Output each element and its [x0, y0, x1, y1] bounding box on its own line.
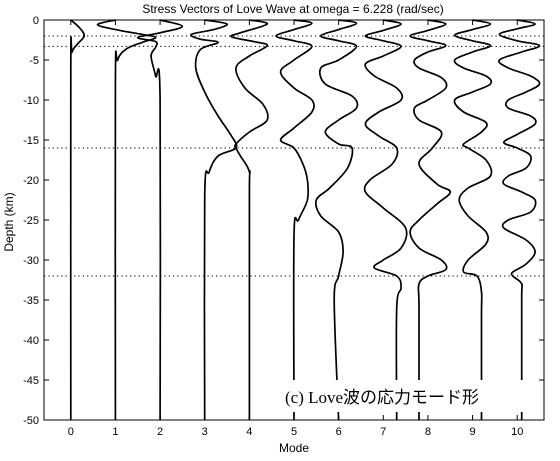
x-tick-label: 1: [112, 426, 118, 438]
x-tick-label: 2: [157, 426, 163, 438]
y-axis-label: Depth (km): [2, 192, 16, 251]
y-tick-label: -35: [23, 295, 39, 307]
x-tick-label: 5: [291, 426, 297, 438]
y-tick-label: 0: [33, 15, 39, 27]
mode-10-curve: [498, 19, 541, 420]
y-tick-label: -20: [23, 175, 39, 187]
mode-0-curve: [69, 19, 86, 421]
mode-3-curve: [190, 19, 238, 421]
mode-7-curve: [363, 19, 408, 421]
annotation-text: (c) Love波の応力モード形: [285, 388, 479, 407]
mode-curves: [69, 19, 541, 421]
mode-8-curve: [409, 19, 452, 420]
y-tick-label: -40: [23, 335, 39, 347]
x-tick-label: 6: [336, 426, 342, 438]
y-tick-label: -15: [23, 135, 39, 147]
mode-4-curve: [230, 19, 269, 420]
mode-9-curve: [453, 19, 493, 420]
x-tick-label: 10: [511, 426, 523, 438]
y-tick-label: -45: [23, 375, 39, 387]
chart-title: Stress Vectors of Love Wave at omega = 6…: [142, 2, 443, 16]
y-tick-label: -30: [23, 255, 39, 267]
annotation-box: [278, 380, 535, 412]
mode-6-curve: [315, 19, 359, 421]
x-tick-label: 8: [425, 426, 431, 438]
x-axis-label: Mode: [279, 441, 309, 455]
y-tick-label: -50: [23, 415, 39, 427]
x-tick-label: 9: [470, 426, 476, 438]
mode-1-curve: [96, 19, 157, 421]
x-tick-label: 3: [202, 426, 208, 438]
x-tick-label: 0: [68, 426, 74, 438]
mode-2-curve: [136, 19, 184, 421]
x-tick-label: 4: [246, 426, 252, 438]
y-tick-label: -10: [23, 95, 39, 107]
axis-ticks: 0 1 2 3 4 5 6 7 8 9 10 0 -5 -10 -15 -20 -25 -30 -35 -40 -45 -…: [23, 15, 544, 438]
y-tick-label: -5: [29, 55, 39, 67]
mode-5-curve: [275, 19, 315, 421]
y-tick-label: -25: [23, 215, 39, 227]
x-tick-label: 7: [380, 426, 386, 438]
